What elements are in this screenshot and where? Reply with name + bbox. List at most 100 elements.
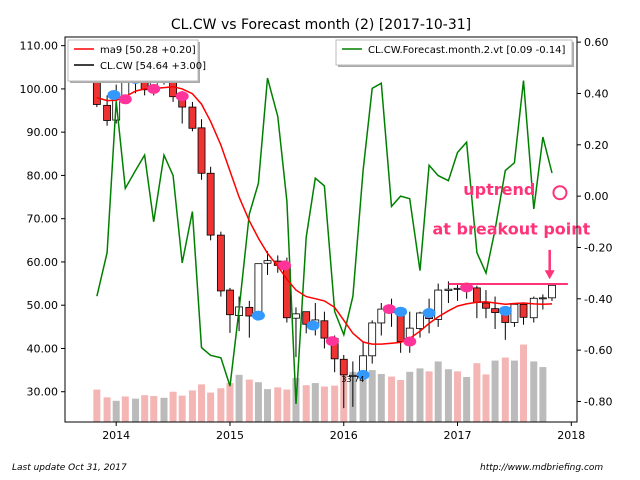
volume-bar bbox=[434, 361, 442, 422]
signal-marker bbox=[422, 307, 436, 318]
signal-marker bbox=[382, 304, 396, 315]
x-axis-label: 2016 bbox=[330, 429, 358, 442]
candle-body bbox=[472, 287, 481, 304]
left-axis-label: 30.00 bbox=[27, 386, 59, 399]
signal-marker bbox=[306, 320, 320, 331]
candle-body bbox=[188, 106, 197, 129]
candle-body bbox=[302, 311, 311, 325]
left-axis-label: 50.00 bbox=[27, 299, 59, 312]
x-axis-label: 2015 bbox=[216, 429, 244, 442]
candle-body bbox=[453, 287, 462, 290]
legend-box bbox=[67, 39, 199, 82]
volume-bar bbox=[377, 373, 385, 422]
signal-marker bbox=[394, 306, 408, 317]
signal-marker bbox=[251, 310, 265, 321]
arrow-head bbox=[544, 270, 555, 280]
left-axis-label: 90.00 bbox=[27, 126, 59, 139]
legend-entry: CL.CW [54.64 +3.00] bbox=[100, 61, 206, 72]
candle-body bbox=[197, 127, 206, 174]
volume-bar bbox=[121, 396, 129, 422]
volume-bar bbox=[425, 371, 433, 422]
right-axis-label: 0.60 bbox=[584, 36, 609, 49]
left-axis-label: 70.00 bbox=[27, 213, 59, 226]
candle-body bbox=[377, 308, 386, 324]
right-axis-label: -0.60 bbox=[584, 344, 612, 357]
volume-bar bbox=[150, 396, 158, 422]
candle-body bbox=[254, 263, 263, 316]
candle-body bbox=[245, 306, 254, 317]
candle-body bbox=[206, 172, 215, 236]
chart-title: CL.CW vs Forecast month (2) [2017-10-31] bbox=[171, 17, 471, 33]
right-axis-label: -0.40 bbox=[584, 293, 612, 306]
volume-bar bbox=[368, 370, 376, 422]
candle-body bbox=[216, 234, 225, 292]
candle-body bbox=[320, 320, 329, 339]
volume-bar bbox=[501, 357, 509, 422]
volume-bar bbox=[482, 374, 490, 422]
volume-bar bbox=[207, 392, 215, 422]
volume-bar bbox=[520, 344, 528, 422]
candle-body bbox=[368, 322, 377, 357]
volume-bar bbox=[274, 387, 282, 422]
signal-marker bbox=[325, 336, 339, 347]
signal-marker bbox=[107, 89, 121, 100]
volume-bar bbox=[217, 388, 225, 422]
annotation-uptrend: uptrend bbox=[463, 180, 535, 199]
volume-bar bbox=[245, 379, 253, 422]
low-price-label: 33.74 bbox=[341, 375, 364, 384]
signal-marker bbox=[403, 336, 417, 347]
volume-bar bbox=[406, 371, 414, 422]
legends: ma9 [50.28 +0.20] CL.CW [54.64 +3.00] CL.C… bbox=[67, 39, 574, 83]
legend-box bbox=[335, 39, 573, 66]
candle-body bbox=[519, 303, 528, 318]
volume-bar bbox=[454, 371, 462, 422]
volume-bar bbox=[188, 390, 196, 422]
legend-right: CL.CW.Forecast.month.2.vt [0.09 -0.14] bbox=[335, 39, 574, 67]
candle-body bbox=[491, 308, 499, 313]
volume-bar bbox=[416, 368, 424, 422]
plot-frame bbox=[64, 36, 578, 423]
candle-body bbox=[263, 260, 272, 264]
candle-body bbox=[510, 303, 519, 323]
volume-bar bbox=[264, 389, 272, 422]
candle-body bbox=[548, 284, 556, 299]
volume-bar bbox=[141, 395, 149, 422]
candle-body bbox=[416, 312, 424, 329]
right-axis-label: -0.20 bbox=[584, 241, 612, 254]
candle-body bbox=[282, 265, 291, 319]
volume-bar bbox=[473, 363, 481, 422]
volume-bar bbox=[198, 384, 206, 422]
volume-bar bbox=[311, 383, 319, 422]
right-axis-label: 0.40 bbox=[584, 87, 609, 100]
volume-bar bbox=[132, 398, 140, 422]
volume-bar bbox=[112, 400, 120, 422]
volume-bar bbox=[178, 395, 186, 422]
candle-body bbox=[339, 358, 348, 376]
footer-last-update: Last update Oct 31, 2017 bbox=[12, 463, 127, 473]
forecast-line bbox=[96, 77, 553, 405]
volume-bar bbox=[93, 389, 101, 422]
candle-body bbox=[538, 297, 547, 300]
right-axis-label: -0.80 bbox=[584, 395, 612, 408]
volume-bar bbox=[444, 369, 452, 422]
annotation-breakout: at breakout point bbox=[433, 220, 591, 239]
left-axis-label: 110.00 bbox=[20, 40, 59, 53]
signal-marker bbox=[147, 83, 161, 94]
signal-marker bbox=[356, 369, 370, 380]
volume-bar bbox=[235, 374, 243, 422]
legend-entry: ma9 [50.28 +0.20] bbox=[100, 45, 196, 56]
signal-marker bbox=[278, 260, 292, 271]
axes: 30.00 40.00 50.00 60.00 70.00 80.00 90.00 100.0… bbox=[20, 36, 613, 442]
volume-bar bbox=[103, 397, 111, 422]
volume-bar bbox=[331, 385, 339, 422]
volume-bar bbox=[226, 383, 234, 422]
x-axis-label: 2018 bbox=[557, 429, 585, 442]
volume-bar bbox=[169, 391, 177, 422]
signal-marker bbox=[498, 305, 512, 316]
plot-background bbox=[65, 37, 577, 422]
volume-bar bbox=[302, 385, 310, 422]
volume-bar bbox=[463, 377, 471, 422]
right-axis-label: 0.20 bbox=[584, 139, 609, 152]
volume-bar bbox=[283, 389, 291, 422]
volume-bar bbox=[510, 360, 518, 422]
